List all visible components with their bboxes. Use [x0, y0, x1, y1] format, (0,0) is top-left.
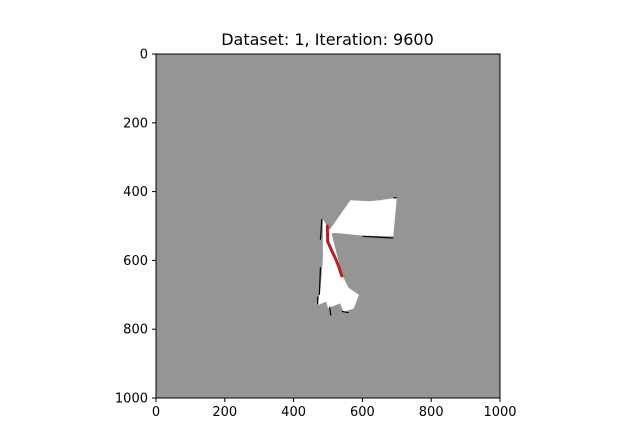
y-axis: 0 200 400 600 800 1000 [115, 48, 156, 407]
trajectory-path [325, 224, 344, 278]
plot-area [155, 53, 501, 399]
obstacle-edge [362, 235, 394, 239]
x-tick-label: 600 [350, 405, 375, 420]
y-tick-label: 600 [123, 254, 148, 269]
x-tick-label: 0 [152, 405, 160, 420]
obstacle-edges [317, 197, 397, 316]
plot-frame [155, 53, 501, 399]
x-tick-label: 800 [419, 405, 444, 420]
y-tick-label: 1000 [115, 392, 148, 407]
chart-title: Dataset: 1, Iteration: 9600 [221, 30, 434, 49]
obstacle-edge [319, 219, 323, 240]
y-tick-label: 800 [123, 323, 148, 338]
explored-region-upper-region [326, 197, 397, 237]
x-axis: 0 200 400 600 800 1000 [152, 398, 517, 420]
y-tick-label: 0 [140, 48, 148, 63]
obstacle-edge [329, 306, 332, 316]
x-tick-label: 1000 [483, 405, 516, 420]
y-tick-label: 400 [123, 185, 148, 200]
x-tick-label: 200 [212, 405, 237, 420]
y-tick-label: 200 [123, 116, 148, 131]
x-tick-label: 400 [281, 405, 306, 420]
obstacle-edge [318, 267, 322, 295]
obstacle-edge [341, 310, 349, 314]
